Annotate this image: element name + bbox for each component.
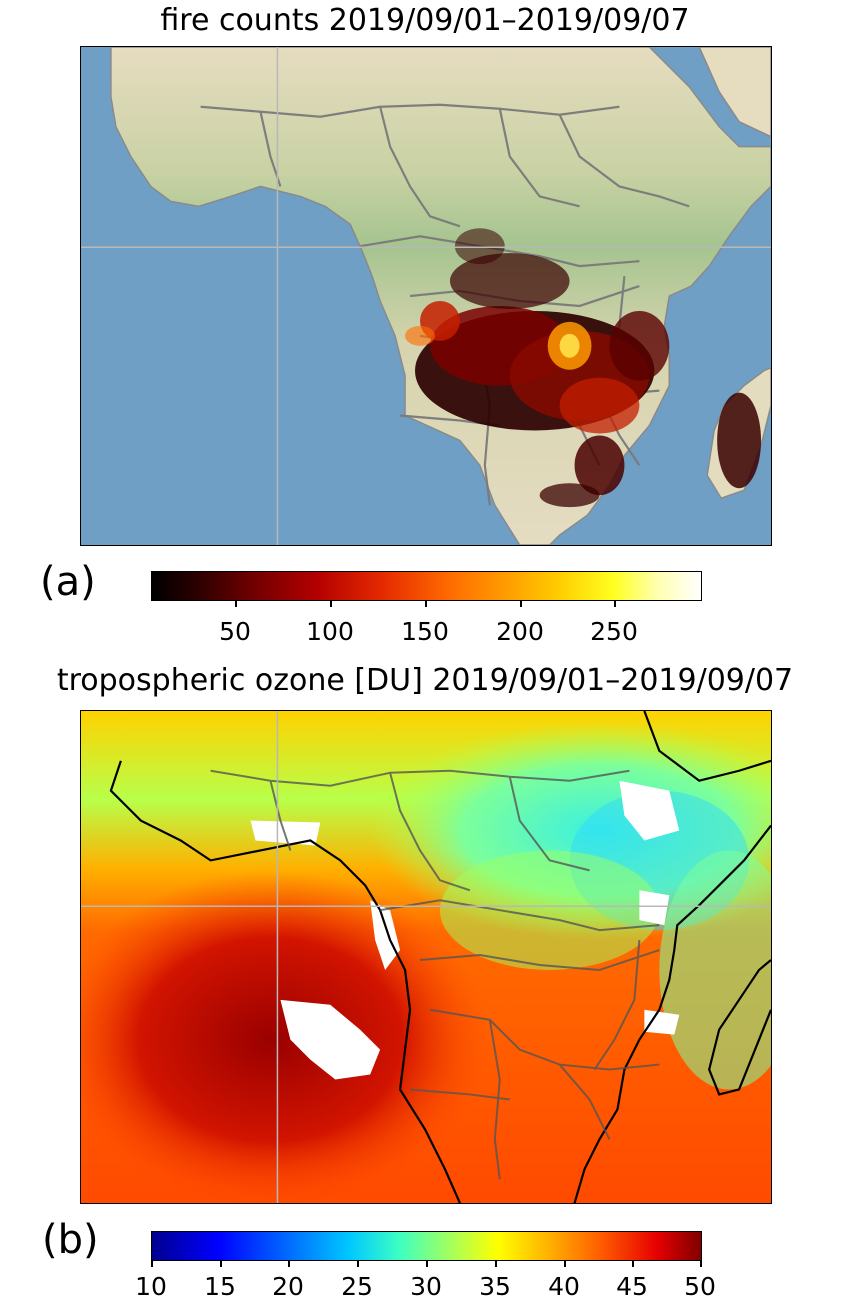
panel-a-label: (a) (40, 559, 96, 605)
colorbar-tick-label: 40 (548, 1272, 580, 1301)
colorbar-tick-label: 25 (341, 1272, 373, 1301)
colorbar-tick-label: 50 (219, 617, 251, 646)
colorbar-tick (564, 1261, 566, 1267)
colorbar-tick-label: 35 (479, 1272, 511, 1301)
fire-hotspots (405, 228, 762, 508)
colorbar-tick (495, 1261, 497, 1267)
country-borders (210, 769, 660, 1180)
colorbar-tick (632, 1261, 634, 1267)
colorbar-tick-label: 50 (684, 1272, 716, 1301)
colorbar-tick-label: 15 (204, 1272, 236, 1301)
fire-counts-map (80, 46, 772, 546)
panel-b-label: (b) (42, 1217, 99, 1263)
ozone-map (80, 710, 772, 1204)
ozone-colorbar (151, 1231, 702, 1261)
grid-lines (81, 711, 771, 1203)
colorbar-tick-label: 100 (306, 617, 354, 646)
colorbar-tick-label: 30 (410, 1272, 442, 1301)
colorbar-tick (220, 1261, 222, 1267)
colorbar-tick (288, 1261, 290, 1267)
fire-counts-map-graphic (81, 47, 771, 545)
colorbar-tick (151, 1261, 153, 1267)
colorbar-tick-label: 200 (496, 617, 544, 646)
panel-b-title: tropospheric ozone [DU] 2019/09/01–2019/… (56, 663, 794, 698)
colorbar-tick-label: 20 (272, 1272, 304, 1301)
colorbar-tick (330, 601, 332, 607)
colorbar-tick (425, 601, 427, 607)
fire-counts-colorbar (151, 571, 702, 601)
grid-lines (81, 47, 771, 545)
colorbar-tick (700, 1261, 702, 1267)
colorbar-tick-label: 250 (590, 617, 638, 646)
panel-a-title: fire counts 2019/09/01–2019/09/07 (160, 3, 690, 38)
ozone-map-graphic (81, 711, 771, 1203)
colorbar-tick (235, 601, 237, 607)
arabian-peninsula (698, 47, 771, 138)
colorbar-tick (614, 601, 616, 607)
colorbar-tick (357, 1261, 359, 1267)
colorbar-tick-label: 150 (401, 617, 449, 646)
coastline (109, 711, 771, 1203)
colorbar-tick (520, 601, 522, 607)
colorbar-tick (426, 1261, 428, 1267)
colorbar-tick-label: 10 (135, 1272, 167, 1301)
colorbar-tick-label: 45 (616, 1272, 648, 1301)
